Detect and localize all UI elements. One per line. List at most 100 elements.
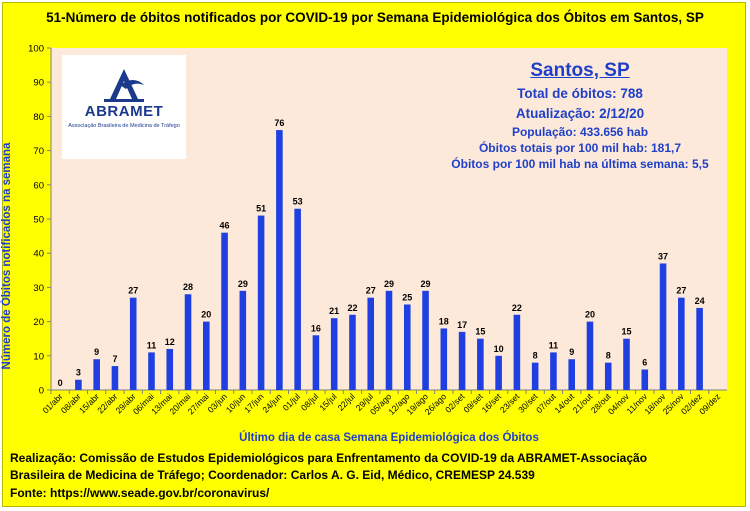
- bar: [550, 352, 557, 390]
- bar: [312, 335, 320, 390]
- bar-value-label: 16: [311, 323, 321, 333]
- y-tick-label: 0: [39, 386, 44, 397]
- bar-value-label: 6: [642, 357, 647, 367]
- bar-value-label: 17: [457, 320, 467, 330]
- x-tick-label: 08/jul: [299, 391, 321, 413]
- bar-value-label: 8: [533, 351, 538, 361]
- x-tick-label: 27/mai: [186, 391, 211, 416]
- bar: [495, 355, 502, 390]
- bar-value-label: 29: [421, 279, 431, 289]
- bar: [696, 307, 703, 390]
- bar: [422, 290, 429, 390]
- bar: [477, 338, 484, 390]
- bar: [586, 321, 594, 390]
- abramet-logo-mark: [104, 69, 144, 102]
- bar-value-label: 27: [676, 286, 686, 296]
- bar: [184, 294, 192, 390]
- logo-name: ABRAMET: [84, 103, 164, 120]
- bar: [531, 362, 539, 390]
- bar-value-label: 51: [256, 204, 266, 214]
- bar-value-label: 20: [201, 310, 211, 320]
- bar-value-label: 46: [220, 221, 230, 231]
- y-tick-label: 50: [33, 215, 44, 226]
- y-tick-label: 30: [33, 283, 44, 294]
- y-tick-label: 90: [33, 78, 44, 89]
- bar-value-label: 37: [658, 251, 668, 261]
- bar-value-label: 20: [585, 310, 595, 320]
- logo-subtitle: Associação Brasileira de Medicina de Trá…: [68, 123, 180, 129]
- y-tick-label: 60: [33, 180, 44, 191]
- x-tick-label: 24/jun: [260, 391, 284, 415]
- x-tick-label: 26/ago: [423, 391, 449, 417]
- bar-value-label: 9: [94, 347, 99, 357]
- info-update: Atualização: 2/12/20: [515, 106, 645, 121]
- bar: [604, 362, 612, 390]
- bar: [623, 338, 630, 390]
- info-city: Santos, SP: [530, 60, 630, 81]
- bar: [129, 297, 137, 390]
- info-per100k: Óbitos totais por 100 mil hab: 181,7: [478, 141, 682, 155]
- y-tick-label: 20: [33, 317, 44, 328]
- y-axis-label: Número de Óbitos notificados na semana: [1, 142, 13, 370]
- x-tick-label: 01/jul: [281, 391, 303, 413]
- bar-value-label: 15: [475, 327, 485, 337]
- bar-value-label: 22: [512, 303, 522, 313]
- x-tick-label: 23/set: [498, 391, 522, 415]
- bar: [75, 379, 82, 390]
- bar-value-label: 29: [384, 279, 394, 289]
- bar-value-label: 3: [76, 368, 81, 378]
- bar: [294, 208, 301, 390]
- abramet-logo: ABRAMET Associação Brasileira de Medicin…: [62, 55, 186, 159]
- bar-value-label: 25: [402, 293, 412, 303]
- x-tick-label: 17/jun: [242, 391, 266, 415]
- bar: [641, 369, 649, 390]
- bar: [276, 130, 283, 390]
- bar: [678, 297, 685, 390]
- bar: [513, 314, 521, 390]
- x-tick-label: 22/jul: [335, 391, 357, 413]
- footer-line-2: Brasileira de Medicina de Tráfego; Coord…: [10, 468, 535, 482]
- bar: [659, 263, 667, 390]
- bar-value-label: 28: [183, 282, 193, 292]
- info-per100k-week: Óbitos por 100 mil hab na última semana:…: [451, 157, 709, 171]
- bar-value-label: 18: [439, 316, 449, 326]
- y-tick-label: 100: [28, 44, 44, 55]
- x-tick-label: 09/dez: [697, 391, 722, 416]
- bar: [458, 331, 466, 390]
- bar-value-label: 0: [58, 378, 63, 388]
- x-tick-label: 10/jun: [224, 391, 248, 415]
- bar-value-label: 10: [494, 344, 504, 354]
- x-tick-label: 15/jul: [317, 391, 339, 413]
- bar: [203, 321, 210, 390]
- bar-value-label: 7: [112, 354, 117, 364]
- bar: [93, 359, 100, 390]
- bar: [568, 359, 575, 390]
- bar-value-label: 9: [569, 347, 574, 357]
- footer-line-1: Realização: Comissão de Estudos Epidemio…: [10, 451, 648, 465]
- info-population: População: 433.656 hab: [511, 125, 649, 139]
- bar-value-label: 27: [366, 286, 376, 296]
- bar-value-label: 11: [549, 340, 559, 350]
- info-total: Total de óbitos: 788: [517, 86, 643, 101]
- bar: [367, 297, 375, 390]
- bar: [385, 290, 393, 390]
- x-axis-label: Último dia de casa Semana Epidemiológica…: [239, 432, 539, 444]
- bar-value-label: 29: [238, 279, 248, 289]
- bar: [148, 352, 155, 390]
- bar-value-label: 15: [622, 327, 632, 337]
- bar: [330, 318, 338, 390]
- bar-value-label: 24: [695, 296, 705, 306]
- y-tick-label: 10: [33, 351, 44, 362]
- bar: [111, 366, 119, 390]
- bar-value-label: 12: [165, 337, 175, 347]
- bar-value-label: 27: [128, 286, 138, 296]
- x-tick-label: 16/set: [480, 391, 504, 415]
- x-tick-label: 09/set: [461, 391, 485, 415]
- bar-value-label: 21: [329, 306, 339, 316]
- bar: [257, 215, 265, 390]
- x-tick-label: 03/jun: [206, 391, 230, 415]
- y-tick-label: 70: [33, 146, 44, 157]
- y-tick-label: 40: [33, 249, 44, 260]
- x-tick-label: 02/set: [443, 391, 467, 415]
- bar-value-label: 53: [293, 197, 303, 207]
